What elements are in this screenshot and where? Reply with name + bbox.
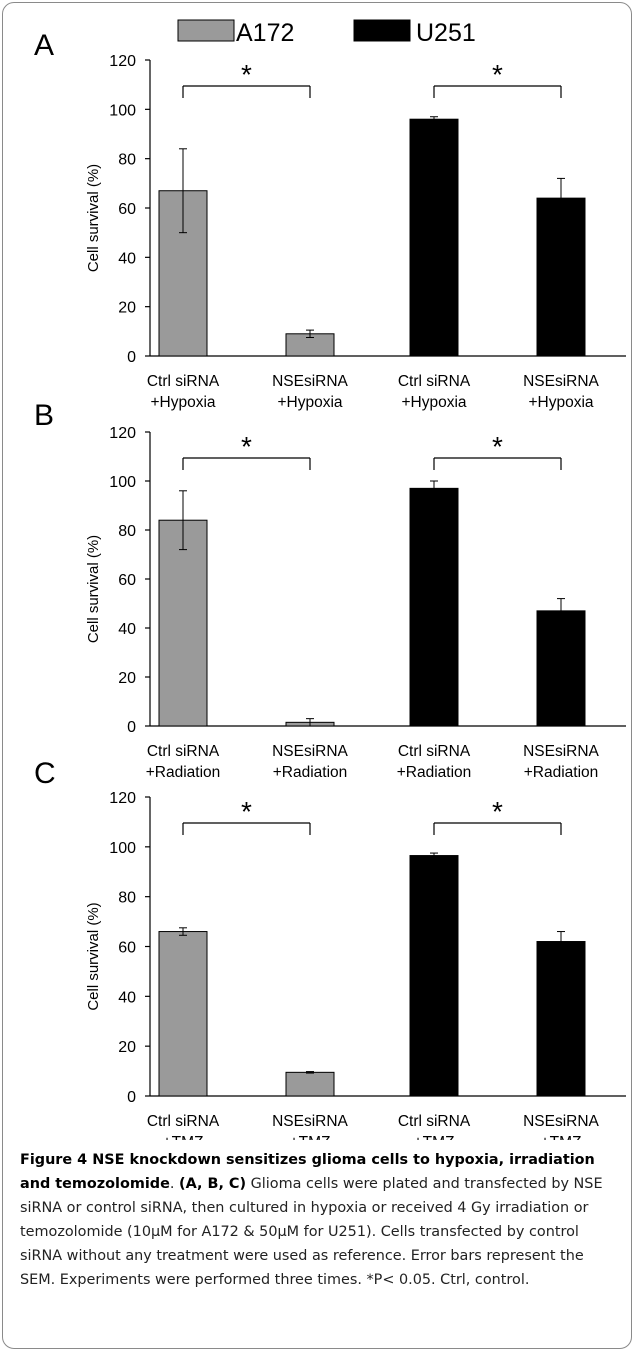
panel-b-y-tick-label: 20 — [118, 670, 136, 687]
panel-b-y-tick-label: 120 — [109, 425, 136, 442]
panel-a-y-tick-label: 80 — [118, 152, 136, 169]
panel-c-y-tick-label: 60 — [118, 940, 136, 957]
figure-4: A172 U251 A 0 20 40 60 80 100 120 Cell survival (%… — [34, 19, 626, 1140]
panel-b-y-tick-label: 100 — [109, 474, 136, 491]
panel-c-letter: C — [34, 757, 56, 790]
legend-label-u251: U251 — [416, 19, 476, 47]
panel-c-bar-2 — [285, 1071, 335, 1097]
panel-b-x-tick-label-3-line1: Ctrl siRNA — [398, 743, 471, 760]
legend-swatch-a172 — [177, 19, 235, 42]
panel-c-x-tick-label-1-line1: Ctrl siRNA — [147, 1113, 220, 1130]
legend-swatch-u251 — [353, 19, 411, 42]
panel-c-y-tick-label: 120 — [109, 790, 136, 807]
panel-a-sig-asterisk-2: * — [492, 59, 503, 90]
panel-c-y-tick-label: 40 — [118, 989, 136, 1006]
panel-a-bar-3 — [409, 118, 459, 357]
legend-label-a172: A172 — [236, 19, 294, 47]
panel-c-x-tick-label-3-line1: Ctrl siRNA — [398, 1113, 471, 1130]
panel-c-bar-4 — [536, 941, 586, 1097]
panel-b-bar-4 — [536, 610, 586, 727]
panel-c-x-tick-label-2-line1: NSEsiRNA — [272, 1113, 348, 1130]
panel-a-x-tick-label-2-line2: +Hypoxia — [277, 394, 342, 411]
panel-a-x-tick-label-3-line1: Ctrl siRNA — [398, 373, 471, 390]
caption-title: Figure 4 NSE knockdown sensitizes glioma… — [20, 1152, 595, 1192]
panel-a-y-tick-label: 40 — [118, 250, 136, 267]
panel-b-y-tick-label: 0 — [127, 719, 136, 736]
panel-a-y-tick-label: 0 — [127, 349, 136, 366]
panel-b-y-tick-label: 80 — [118, 523, 136, 540]
panel-a-y-tick-label: 60 — [118, 201, 136, 218]
panel-b-x-tick-label-2-line2: +Radiation — [273, 764, 348, 781]
panel-b-x-tick-label-3-line2: +Radiation — [397, 764, 472, 781]
panel-b-letter: B — [34, 399, 54, 432]
panel-b-x-tick-label-1-line2: +Radiation — [146, 764, 221, 781]
panel-c-x-tick-label-3-line2: +TMZ — [414, 1134, 455, 1140]
panel-c-y-tick-label: 0 — [127, 1089, 136, 1106]
panel-b-x-tick-label-1-line1: Ctrl siRNA — [147, 743, 220, 760]
panel-a-sig-asterisk-1: * — [241, 59, 252, 90]
panel-b-y-tick-label: 40 — [118, 621, 136, 638]
panel-c-x-tick-label-2-line2: +TMZ — [290, 1134, 331, 1140]
panel-a-x-tick-label-2-line1: NSEsiRNA — [272, 373, 348, 390]
panel-c-bar-1 — [158, 931, 208, 1097]
figure-caption: Figure 4 NSE knockdown sensitizes glioma… — [20, 1148, 620, 1292]
panel-a-letter: A — [34, 29, 54, 62]
caption-body: Glioma cells were plated and transfected… — [20, 1176, 603, 1288]
panel-a-bar-4 — [536, 197, 586, 357]
panel-c-y-tick-label: 100 — [109, 840, 136, 857]
panel-b-x-tick-label-2-line1: NSEsiRNA — [272, 743, 348, 760]
panel-b-sig-asterisk-2: * — [492, 431, 503, 462]
panel-b-y-label: Cell survival (%) — [85, 535, 102, 643]
panel-b-x-tick-label-4-line1: NSEsiRNA — [523, 743, 599, 760]
panel-c-x-tick-label-4-line1: NSEsiRNA — [523, 1113, 599, 1130]
panel-c-x-tick-label-4-line2: +TMZ — [541, 1134, 582, 1140]
panel-a-x-tick-label-1-line1: Ctrl siRNA — [147, 373, 220, 390]
panel-b-y-tick-label: 60 — [118, 572, 136, 589]
caption-title-dot: . — [169, 1176, 180, 1192]
panel-a-x-tick-label-4-line2: +Hypoxia — [528, 394, 593, 411]
panel-b-sig-asterisk-1: * — [241, 431, 252, 462]
panel-c-sig-asterisk-2: * — [492, 796, 503, 827]
panel-b-bar-1 — [158, 519, 208, 727]
panel-a-y-tick-label: 100 — [109, 102, 136, 119]
panel-c-y-tick-label: 20 — [118, 1039, 136, 1056]
panel-b-x-tick-label-4-line2: +Radiation — [524, 764, 599, 781]
caption-panels-ref: (A, B, C) — [179, 1176, 247, 1192]
panel-a-x-tick-label-4-line1: NSEsiRNA — [523, 373, 599, 390]
panel-a-x-tick-label-3-line2: +Hypoxia — [401, 394, 466, 411]
panel-c-y-label: Cell survival (%) — [85, 902, 102, 1010]
panel-a-y-tick-label: 120 — [109, 53, 136, 70]
panel-c-bar-3 — [409, 855, 459, 1097]
panel-a-x-tick-label-1-line2: +Hypoxia — [150, 394, 215, 411]
panel-b-bar-3 — [409, 487, 459, 727]
panel-a-y-label: Cell survival (%) — [85, 164, 102, 272]
panel-a-y-tick-label: 20 — [118, 300, 136, 317]
panel-c-sig-asterisk-1: * — [241, 796, 252, 827]
panel-c-x-tick-label-1-line2: +TMZ — [163, 1134, 204, 1140]
panel-c-y-tick-label: 80 — [118, 890, 136, 907]
